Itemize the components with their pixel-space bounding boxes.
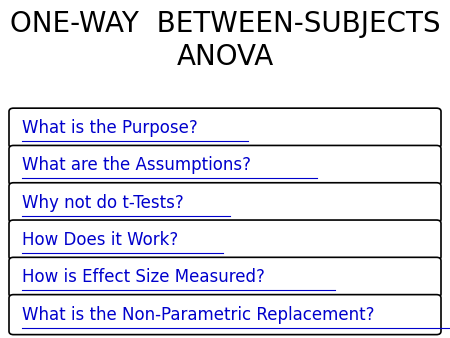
Text: What is the Non-Parametric Replacement?: What is the Non-Parametric Replacement? — [22, 306, 374, 323]
FancyBboxPatch shape — [9, 295, 441, 335]
FancyBboxPatch shape — [9, 108, 441, 148]
FancyBboxPatch shape — [9, 220, 441, 260]
Text: How Does it Work?: How Does it Work? — [22, 231, 178, 249]
Text: How is Effect Size Measured?: How is Effect Size Measured? — [22, 268, 265, 286]
FancyBboxPatch shape — [9, 257, 441, 297]
Text: What is the Purpose?: What is the Purpose? — [22, 119, 198, 137]
Text: What are the Assumptions?: What are the Assumptions? — [22, 156, 251, 174]
FancyBboxPatch shape — [9, 183, 441, 223]
FancyBboxPatch shape — [9, 145, 441, 186]
Text: ONE-WAY  BETWEEN-SUBJECTS
ANOVA: ONE-WAY BETWEEN-SUBJECTS ANOVA — [10, 10, 440, 71]
Text: Why not do t-Tests?: Why not do t-Tests? — [22, 194, 183, 212]
